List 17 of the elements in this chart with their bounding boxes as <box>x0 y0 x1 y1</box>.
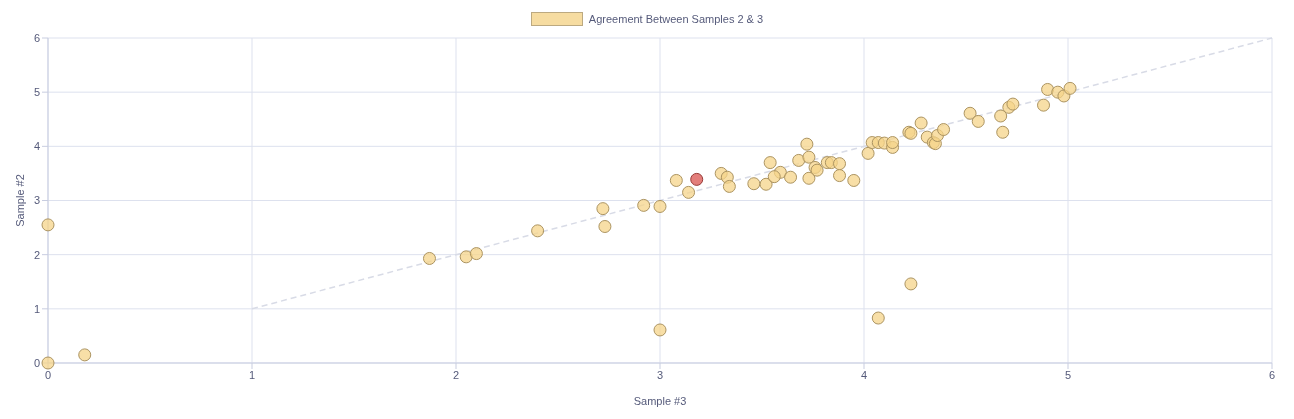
x-tick-label: 3 <box>656 368 664 381</box>
y-tick-label: 1 <box>33 302 40 315</box>
y-tick-label: 4 <box>33 140 40 153</box>
x-tick-label: 6 <box>1268 368 1276 381</box>
x-tick-label: 1 <box>248 368 256 381</box>
x-tick-label: 5 <box>1064 368 1072 381</box>
x-axis-title: Sample #3 <box>633 394 687 407</box>
x-tick-label: 2 <box>452 368 460 381</box>
y-axis-title: Sample #2 <box>13 174 26 227</box>
x-tick-label: 0 <box>44 368 52 381</box>
x-tick-label: 4 <box>860 368 868 381</box>
legend-label: Agreement Between Samples 2 & 3 <box>588 13 764 25</box>
y-tick-label: 3 <box>33 194 40 207</box>
y-tick-label: 2 <box>33 248 40 261</box>
y-tick-label: 5 <box>33 86 40 99</box>
y-tick-label: 6 <box>33 31 40 44</box>
y-tick-label: 0 <box>33 356 40 369</box>
